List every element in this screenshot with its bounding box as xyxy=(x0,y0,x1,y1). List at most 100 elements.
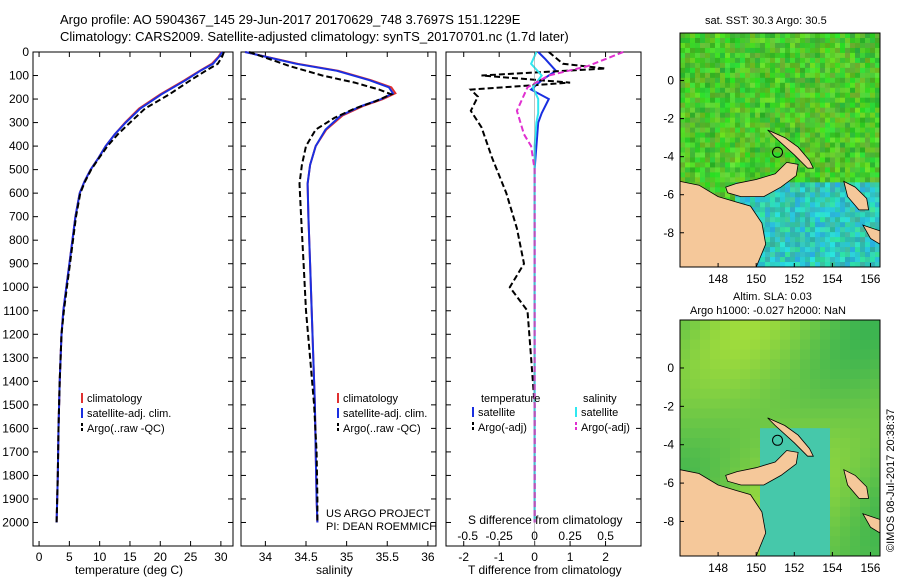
diff-xlabel-top: S difference from climatology xyxy=(468,513,623,527)
depth-tick-label: 500 xyxy=(9,163,29,177)
sla-map-xtick-label: 152 xyxy=(784,561,804,575)
salinity-frame xyxy=(240,51,437,547)
temperature-xtick-label: 15 xyxy=(123,550,137,564)
difference-xtick-label: 1 xyxy=(567,550,574,564)
sla-map-frame xyxy=(679,319,881,557)
project-annotation: US ARGO PROJECT xyxy=(326,508,431,520)
difference-xtick-label: -1 xyxy=(494,550,505,564)
sst-map-xtick-label: 148 xyxy=(708,272,728,286)
salinity-xtick-label: 34.5 xyxy=(294,550,318,564)
sst-map-title: sat. SST: 30.3 Argo: 30.5 xyxy=(705,15,827,27)
depth-tick-label: 1600 xyxy=(2,421,29,435)
sla-map-ytick-label: -8 xyxy=(663,514,674,528)
temperature-legend-label: satellite-adj. clim. xyxy=(87,408,171,420)
salinity-xtick-label: 36 xyxy=(421,550,435,564)
diff-legend-sal-header: salinity xyxy=(583,393,617,405)
diff-legend-temp-header: temperature xyxy=(481,393,540,405)
sla-map-ytick-label: -4 xyxy=(663,438,674,452)
diff-xlabel: T difference from climatology xyxy=(468,563,622,577)
sla-map-xtick-label: 148 xyxy=(708,561,728,575)
salinity-legend-label: satellite-adj. clim. xyxy=(343,408,427,420)
sst-map-xtick-label: 154 xyxy=(822,272,842,286)
salinity-series-2 xyxy=(248,51,394,523)
sst-map-xtick-label: 152 xyxy=(784,272,804,286)
sla-map-title-1: Altim. SLA: 0.03 xyxy=(733,291,812,303)
salinity-xtick-label: 35 xyxy=(340,550,354,564)
difference-series-1 xyxy=(468,51,606,523)
depth-tick-label: 0 xyxy=(22,45,29,59)
depth-tick-label: 1700 xyxy=(2,445,29,459)
depth-tick-label: 1100 xyxy=(3,304,29,318)
difference-series-3 xyxy=(515,51,624,523)
depth-tick-label: 1500 xyxy=(2,398,29,412)
temperature-xtick-label: 20 xyxy=(154,550,168,564)
temperature-legend-label: Argo(..raw -QC) xyxy=(87,423,165,435)
salinity-legend-label: Argo(..raw -QC) xyxy=(343,423,421,435)
sst-map-float-marker xyxy=(772,146,784,158)
sla-map-float-marker xyxy=(772,434,784,446)
salinity-xtick-label: 34 xyxy=(259,550,273,564)
salinity-xtick-label: 35.5 xyxy=(376,550,400,564)
depth-tick-label: 1900 xyxy=(2,492,29,506)
temperature-frame xyxy=(32,51,234,547)
temperature-xlabel: temperature (deg C) xyxy=(75,563,184,577)
diff-top-tick-label: 0.25 xyxy=(558,529,582,543)
difference-series-2 xyxy=(529,51,543,523)
diff-sal-legend-label: Argo(-adj) xyxy=(581,422,630,434)
sst-map-ytick-label: -4 xyxy=(663,150,674,164)
sla-map-title-2: Argo h1000: -0.027 h2000: NaN xyxy=(690,305,846,317)
temperature-xtick-label: 5 xyxy=(66,550,73,564)
depth-tick-label: 2000 xyxy=(2,515,29,529)
temperature-xtick-label: 10 xyxy=(93,550,107,564)
depth-tick-label: 200 xyxy=(9,92,29,106)
temperature-legend-label: climatology xyxy=(87,393,143,405)
depth-tick-label: 100 xyxy=(9,69,29,83)
sst-map-land xyxy=(767,129,814,169)
difference-xtick-label: 0 xyxy=(531,550,538,564)
temperature-xtick-label: 0 xyxy=(36,550,43,564)
sst-map-land xyxy=(725,161,799,198)
sst-map-field xyxy=(680,33,881,268)
sla-map-ytick-label: -6 xyxy=(663,476,674,490)
temperature-xtick-label: 25 xyxy=(184,550,198,564)
diff-top-tick-label: 0 xyxy=(531,529,538,543)
depth-tick-label: 1400 xyxy=(2,374,29,388)
sla-map-xtick-label: 150 xyxy=(746,561,766,575)
diff-sal-legend-label: satellite xyxy=(581,407,618,419)
temperature-xtick-label: 30 xyxy=(214,550,228,564)
depth-tick-label: 1000 xyxy=(2,280,29,294)
diff-top-tick-label: 0.5 xyxy=(597,529,614,543)
depth-tick-label: 800 xyxy=(9,233,29,247)
temperature-series-2 xyxy=(55,51,225,523)
diff-temp-legend-label: Argo(-adj) xyxy=(478,422,527,434)
diff-top-tick-label: -0.5 xyxy=(457,529,478,543)
sst-map-ytick-label: -2 xyxy=(663,112,674,126)
pi-annotation: PI: DEAN ROEMMICH xyxy=(326,521,438,533)
difference-frame xyxy=(445,51,642,547)
sla-map-ytick-label: 0 xyxy=(667,361,674,375)
difference-xtick-label: 2 xyxy=(602,550,609,564)
depth-tick-label: 300 xyxy=(9,116,29,130)
sst-map-xtick-label: 156 xyxy=(860,272,880,286)
sla-map-land xyxy=(725,450,799,486)
depth-tick-label: 600 xyxy=(9,186,29,200)
salinity-series-1 xyxy=(244,51,395,523)
sst-map-land xyxy=(843,180,870,211)
sst-map-xtick-label: 150 xyxy=(746,272,766,286)
salinity-legend-label: climatology xyxy=(343,393,399,405)
temperature-series-1 xyxy=(55,51,223,523)
depth-tick-label: 1200 xyxy=(2,327,29,341)
sla-map-ytick-label: -2 xyxy=(663,399,674,413)
sst-map-ytick-label: -8 xyxy=(663,226,674,240)
depth-tick-label: 1800 xyxy=(2,468,29,482)
sst-map-ytick-label: 0 xyxy=(667,74,674,88)
depth-tick-label: 1300 xyxy=(2,351,29,365)
sla-map-land xyxy=(767,417,814,457)
temperature-series-0 xyxy=(55,51,223,523)
sla-map-xtick-label: 154 xyxy=(822,561,842,575)
profile-title: Argo profile: AO 5904367_145 29-Jun-2017… xyxy=(60,12,521,27)
difference-xtick-label: -2 xyxy=(458,550,469,564)
diff-temp-legend-label: satellite xyxy=(478,407,515,419)
sla-map-xtick-label: 156 xyxy=(860,561,880,575)
